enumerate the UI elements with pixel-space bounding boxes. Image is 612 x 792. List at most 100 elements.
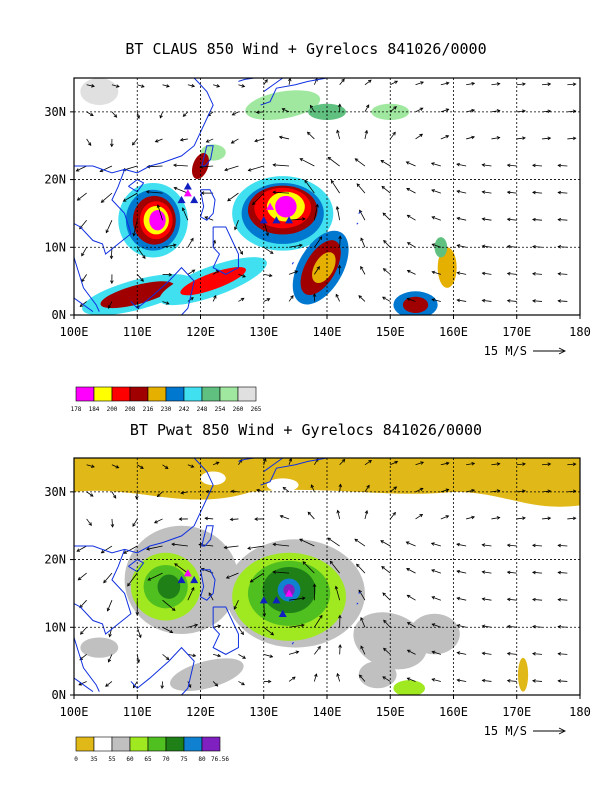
wind-vector-head	[358, 589, 362, 594]
colorbar-level-label: 260	[233, 406, 244, 413]
wind-vector-shaft	[162, 464, 169, 469]
wind-vector-shaft	[440, 462, 449, 466]
wind-vector-head	[522, 462, 526, 466]
wind-vector-head	[547, 462, 552, 466]
wind-vector-shaft	[567, 517, 576, 520]
cloud-fragment	[80, 78, 119, 106]
wind-vector-shaft	[482, 652, 492, 655]
wind-vector-head	[191, 586, 195, 591]
wind-vector-head	[190, 297, 194, 301]
cold-cloud-core	[149, 210, 166, 231]
wind-vector-head	[208, 592, 212, 596]
coastline	[212, 226, 239, 275]
wind-vector-shaft	[136, 247, 146, 259]
wind-vector-head	[136, 115, 141, 120]
wind-vector-head	[164, 465, 169, 470]
x-tick-label: 170E	[502, 325, 531, 339]
wind-vector-shaft	[542, 517, 551, 520]
wind-vector-shaft	[238, 681, 245, 686]
wind-vector-head	[282, 486, 287, 491]
wind-vector-shaft	[299, 538, 315, 547]
wind-vector-head	[481, 678, 486, 683]
x-tick-label: 120E	[186, 325, 215, 339]
wind-vector-head	[496, 516, 501, 520]
wind-vector-shaft	[491, 517, 500, 520]
wind-vector-shaft	[432, 243, 441, 248]
wind-vector-shaft	[507, 300, 517, 302]
wind-vector-head	[481, 271, 486, 276]
wind-vector-shaft	[254, 138, 264, 142]
wind-vector-shaft	[200, 165, 214, 168]
wind-vector-head	[89, 493, 94, 497]
wind-vector-shaft	[146, 191, 163, 194]
wind-vector-shaft	[231, 138, 239, 144]
coastline	[74, 169, 132, 255]
wind-vector-shaft	[516, 137, 526, 140]
wind-vector-head	[264, 79, 268, 83]
wind-vector-shaft	[123, 545, 138, 554]
wind-vector-shaft	[532, 273, 543, 275]
wind-vector-shaft	[100, 165, 113, 172]
wind-vector-head	[310, 484, 314, 489]
wind-vector-shaft	[406, 161, 416, 167]
wind-vector-head	[217, 653, 222, 658]
wind-vector-head	[557, 597, 562, 602]
wind-vector-shaft	[288, 651, 299, 655]
dry-region	[518, 657, 529, 692]
wind-vector-head	[431, 298, 436, 302]
wind-vector-shaft	[432, 678, 441, 682]
wind-vector-head	[268, 273, 273, 278]
wind-vector-head	[272, 570, 277, 574]
wind-vector-shaft	[406, 188, 416, 194]
wind-vector-shaft	[86, 491, 94, 497]
wind-vector-head	[105, 683, 109, 687]
wind-vector-shaft	[108, 301, 113, 309]
gyre-marker	[266, 202, 275, 210]
wind-vector-head	[142, 255, 146, 259]
wind-vector-shaft	[157, 491, 163, 497]
wind-vector-head	[299, 538, 303, 542]
wind-vector-head	[360, 645, 364, 650]
wind-vector-head	[146, 547, 150, 551]
wind-vector-shaft	[248, 165, 264, 171]
wind-vector-head	[557, 570, 562, 575]
wind-vector-head	[532, 543, 536, 548]
wind-vector-shaft	[431, 542, 441, 547]
gyre-marker	[272, 596, 281, 604]
wind-vector-shaft	[111, 84, 120, 88]
wind-vector-head	[241, 84, 246, 88]
wind-vector-head	[532, 652, 536, 656]
wind-vector-shaft	[327, 537, 340, 547]
wind-vector-shaft	[111, 111, 117, 118]
wind-vector-shaft	[482, 571, 492, 574]
wind-vector-head	[106, 607, 111, 612]
wind-vector-head	[506, 543, 511, 548]
wind-vector-shaft	[331, 180, 340, 194]
colorbar-level-label: 248	[197, 406, 208, 413]
colorbar-level-label: 70	[162, 756, 170, 763]
wind-vector-head	[182, 113, 187, 117]
wind-vector-head	[445, 515, 450, 519]
wind-vector-head	[522, 82, 526, 86]
wind-vector-shaft	[273, 164, 290, 167]
wind-vector-head	[272, 542, 277, 547]
wind-vector-shaft	[86, 138, 92, 146]
cloud-band	[180, 267, 246, 296]
wind-vector-shaft	[507, 191, 517, 194]
wind-vector-shaft	[282, 108, 290, 113]
coastline	[358, 211, 361, 214]
gyre-marker	[177, 195, 186, 204]
wind-vector-shaft	[273, 571, 290, 574]
wind-vector-shaft	[234, 220, 239, 230]
wind-vector-head	[393, 106, 397, 110]
wind-vector-head	[215, 461, 220, 465]
wind-vector-head	[107, 658, 112, 663]
wind-vector-shaft	[313, 204, 319, 221]
cold-cloud-core	[275, 195, 297, 218]
colorbar-swatch	[75, 736, 95, 752]
wind-vector-head	[338, 235, 342, 240]
wind-vector-shaft	[360, 645, 366, 655]
wind-vector-head	[557, 625, 562, 629]
colorbar-swatch	[93, 386, 113, 402]
wind-vector-head	[115, 465, 120, 469]
